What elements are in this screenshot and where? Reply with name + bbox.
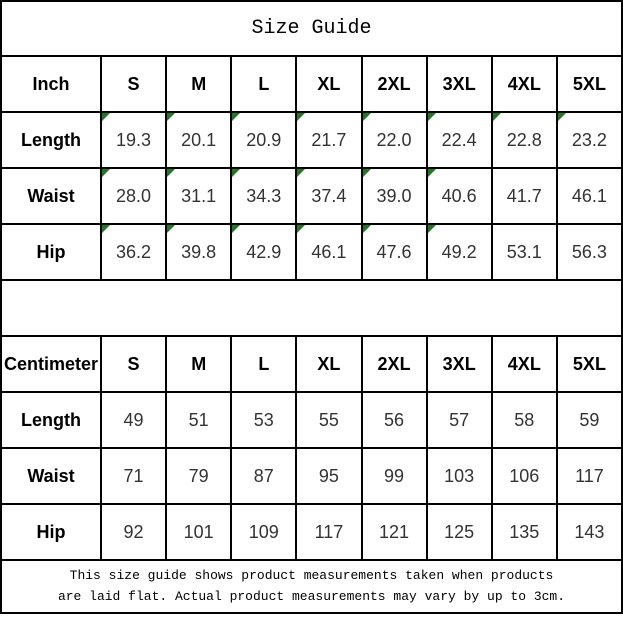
footer-line-1: This size guide shows product measuremen…	[69, 568, 554, 584]
measurement-cell: 109	[230, 503, 298, 561]
cm-unit-header: Centimeter	[0, 335, 102, 393]
measurement-cell: 53.1	[490, 223, 558, 281]
size-header-m: M	[165, 335, 233, 393]
size-header-l: L	[230, 335, 298, 393]
measurement-cell: 56	[360, 391, 428, 449]
measurement-cell: 49.2	[425, 223, 493, 281]
size-header-4xl: 4XL	[490, 335, 558, 393]
measurement-cell: 143	[555, 503, 623, 561]
measurement-cell: 40.6	[425, 167, 493, 225]
measurement-cell: 51	[165, 391, 233, 449]
size-header-4xl: 4XL	[490, 55, 558, 113]
measurement-cell: 58	[490, 391, 558, 449]
size-header-2xl: 2XL	[360, 55, 428, 113]
measurement-cell: 117	[295, 503, 363, 561]
size-header-xl: XL	[295, 335, 363, 393]
table-row-inch-waist: Waist 28.0 31.1 34.3 37.4 39.0 40.6 41.7…	[0, 167, 623, 225]
size-header-m: M	[165, 55, 233, 113]
measurement-cell: 56.3	[555, 223, 623, 281]
cm-header-row: Centimeter S M L XL 2XL 3XL 4XL 5XL	[0, 335, 623, 393]
table-row-cm-length: Length 49 51 53 55 56 57 58 59	[0, 391, 623, 449]
size-header-5xl: 5XL	[555, 55, 623, 113]
measurement-cell: 79	[165, 447, 233, 505]
measurement-cell: 53	[230, 391, 298, 449]
measurement-cell: 39.8	[165, 223, 233, 281]
table-row-cm-waist: Waist 71 79 87 95 99 103 106 117	[0, 447, 623, 505]
measurement-cell: 47.6	[360, 223, 428, 281]
measurement-cell: 57	[425, 391, 493, 449]
measurement-cell: 125	[425, 503, 493, 561]
footer-row: This size guide shows product measuremen…	[0, 559, 623, 614]
spacer-cell	[0, 279, 623, 337]
measurement-cell: 34.3	[230, 167, 298, 225]
measurement-cell: 46.1	[555, 167, 623, 225]
inch-header-row: Inch S M L XL 2XL 3XL 4XL 5XL	[0, 55, 623, 113]
size-header-xl: XL	[295, 55, 363, 113]
measurement-cell: 22.8	[490, 111, 558, 169]
measurement-cell: 46.1	[295, 223, 363, 281]
measurement-cell: 20.9	[230, 111, 298, 169]
size-header-l: L	[230, 55, 298, 113]
size-header-3xl: 3XL	[425, 335, 493, 393]
measurement-cell: 55	[295, 391, 363, 449]
measurement-cell: 19.3	[99, 111, 168, 169]
measurement-cell: 71	[99, 447, 168, 505]
measurement-cell: 21.7	[295, 111, 363, 169]
measurement-cell: 99	[360, 447, 428, 505]
measurement-cell: 37.4	[295, 167, 363, 225]
table-row-inch-length: Length 19.3 20.1 20.9 21.7 22.0 22.4 22.…	[0, 111, 623, 169]
measurement-cell: 36.2	[99, 223, 168, 281]
footer-line-2: are laid flat. Actual product measuremen…	[57, 588, 566, 604]
measurement-cell: 87	[230, 447, 298, 505]
measurement-cell: 42.9	[230, 223, 298, 281]
measurement-cell: 121	[360, 503, 428, 561]
measurement-cell: 95	[295, 447, 363, 505]
row-label-cell: Hip	[0, 503, 102, 561]
row-label-cell: Length	[0, 111, 102, 169]
measurement-cell: 49	[99, 391, 168, 449]
measurement-cell: 28.0	[99, 167, 168, 225]
page-title: Size Guide	[0, 0, 623, 57]
measurement-cell: 117	[555, 447, 623, 505]
measurement-cell: 20.1	[165, 111, 233, 169]
measurement-cell: 39.0	[360, 167, 428, 225]
size-header-s: S	[99, 335, 168, 393]
size-header-s: S	[99, 55, 168, 113]
row-label-cell: Waist	[0, 447, 102, 505]
measurement-cell: 101	[165, 503, 233, 561]
measurement-cell: 92	[99, 503, 168, 561]
row-label-cell: Waist	[0, 167, 102, 225]
measurement-cell: 106	[490, 447, 558, 505]
measurement-cell: 23.2	[555, 111, 623, 169]
size-header-3xl: 3XL	[425, 55, 493, 113]
measurement-cell: 22.4	[425, 111, 493, 169]
measurement-cell: 22.0	[360, 111, 428, 169]
row-label-cell: Length	[0, 391, 102, 449]
spacer-row	[0, 279, 623, 337]
measurement-cell: 31.1	[165, 167, 233, 225]
size-header-5xl: 5XL	[555, 335, 623, 393]
measurement-cell: 59	[555, 391, 623, 449]
measurement-cell: 135	[490, 503, 558, 561]
table-row-inch-hip: Hip 36.2 39.8 42.9 46.1 47.6 49.2 53.1 5…	[0, 223, 623, 281]
inch-unit-header: Inch	[0, 55, 102, 113]
measurement-cell: 103	[425, 447, 493, 505]
row-label-cell: Hip	[0, 223, 102, 281]
size-header-2xl: 2XL	[360, 335, 428, 393]
measurement-cell: 41.7	[490, 167, 558, 225]
footer-note: This size guide shows product measuremen…	[0, 559, 623, 614]
title-row: Size Guide	[0, 0, 623, 57]
table-row-cm-hip: Hip 92 101 109 117 121 125 135 143	[0, 503, 623, 561]
